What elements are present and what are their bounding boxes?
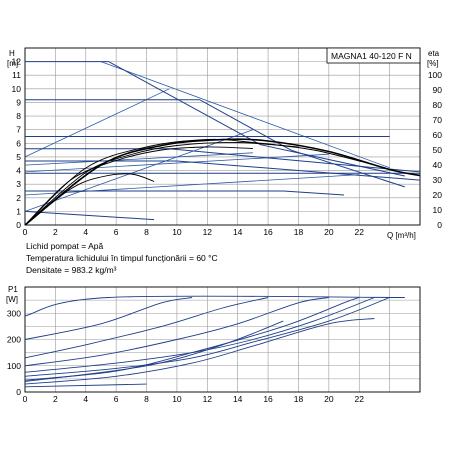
p1-tick-label: 100 xyxy=(7,361,21,371)
eta-tick-label: 30 xyxy=(433,175,443,185)
eta-tick-label: 70 xyxy=(433,115,443,125)
power-panel-curves xyxy=(24,295,405,388)
h-tick-label: 9 xyxy=(16,97,21,107)
fluid-info-line-3: Densitate = 983.2 kg/m³ xyxy=(26,265,117,275)
system-curve xyxy=(24,152,253,166)
q-tick-label-power: 4 xyxy=(83,394,88,404)
q-tick-label-power: 8 xyxy=(144,394,149,404)
h-tick-label: 2 xyxy=(16,193,21,203)
h-tick-label: 12 xyxy=(12,57,22,67)
head-panel-curves xyxy=(24,61,421,226)
q-tick-label: 22 xyxy=(354,227,364,237)
q-tick-label-power: 18 xyxy=(294,394,304,404)
eta-tick-label: 10 xyxy=(433,205,443,215)
h-tick-label: 7 xyxy=(16,125,21,135)
head-curve xyxy=(25,61,405,177)
q-tick-label-power: 12 xyxy=(203,394,213,404)
eta-tick-label: 40 xyxy=(433,160,443,170)
q-tick-label: 0 xyxy=(23,227,28,237)
system-curve xyxy=(24,129,254,212)
q-tick-label-power: 16 xyxy=(263,394,273,404)
fluid-info: Lichid pompat = Apă Temperatura lichidul… xyxy=(26,241,218,275)
eta-tick-label: 20 xyxy=(433,190,443,200)
q-tick-label: 20 xyxy=(324,227,334,237)
eta-tick-label: 50 xyxy=(433,145,443,155)
h-tick-label: 4 xyxy=(16,166,21,176)
p1-tick-label: 200 xyxy=(7,335,21,345)
p1-axis-unit: [W] xyxy=(6,295,18,304)
h-tick-label: 10 xyxy=(12,84,22,94)
power-panel-tick-labels: 0 100 200 300 0 2 4 6 8 10 12 14 16 18 20 22 xyxy=(7,308,364,404)
q-axis-label: Q [m³/h] xyxy=(387,231,416,240)
efficiency-curve xyxy=(24,173,155,226)
system-curve xyxy=(24,153,329,173)
eta-axis-unit: [%] xyxy=(427,59,439,68)
q-tick-label-power: 10 xyxy=(172,394,182,404)
power-curve xyxy=(24,297,375,373)
p1-axis-label: P1 xyxy=(8,285,18,294)
q-tick-label: 16 xyxy=(263,227,273,237)
q-tick-label-power: 0 xyxy=(23,394,28,404)
eta-tick-label: 90 xyxy=(433,85,443,95)
efficiency-curve xyxy=(24,138,375,226)
h-tick-label: 6 xyxy=(16,138,21,148)
h-axis-label: H xyxy=(9,49,15,58)
q-tick-label: 6 xyxy=(114,227,119,237)
power-curve xyxy=(24,297,269,359)
q-tick-label: 2 xyxy=(53,227,58,237)
h-tick-label: 11 xyxy=(12,70,21,80)
system-curve xyxy=(24,174,360,196)
fluid-info-line-2: Temperatura lichidului în timpul funcţio… xyxy=(26,253,218,263)
power-curve xyxy=(24,318,375,385)
system-curve xyxy=(100,61,390,169)
eta-tick-label: 100 xyxy=(428,70,442,80)
h-tick-label: 5 xyxy=(16,152,21,162)
product-label: MAGNA1 40-120 F N xyxy=(331,51,412,61)
eta-axis-label: eta xyxy=(428,49,440,58)
eta-tick-label: 60 xyxy=(433,130,443,140)
h-axis-unit: [m] xyxy=(7,59,18,68)
q-tick-label: 10 xyxy=(172,227,182,237)
q-tick-label: 14 xyxy=(233,227,243,237)
head-curve xyxy=(25,190,345,196)
eta-tick-label: 80 xyxy=(433,100,443,110)
q-tick-label-power: 22 xyxy=(354,394,364,404)
h-tick-label: 3 xyxy=(16,179,21,189)
power-curve xyxy=(24,295,405,317)
efficiency-curve xyxy=(24,142,299,226)
power-panel: 0 100 200 300 0 2 4 6 8 10 12 14 16 18 20 22 P1 [W] xyxy=(6,285,421,404)
h-tick-label: 1 xyxy=(16,206,21,216)
p1-tick-label: 0 xyxy=(16,387,21,397)
q-tick-label-power: 14 xyxy=(233,394,243,404)
q-tick-label-power: 20 xyxy=(324,394,334,404)
power-curve xyxy=(24,297,390,377)
product-label-box xyxy=(326,47,421,64)
efficiency-curve xyxy=(24,146,253,226)
fluid-info-line-1: Lichid pompat = Apă xyxy=(26,241,104,251)
head-curve xyxy=(24,210,155,221)
p1-tick-label: 300 xyxy=(7,308,21,318)
eta-tick-label: 0 xyxy=(437,220,442,230)
q-tick-label-power: 2 xyxy=(53,394,58,404)
q-tick-label-power: 6 xyxy=(114,394,119,404)
h-tick-label: 8 xyxy=(16,111,21,121)
q-tick-label: 18 xyxy=(294,227,304,237)
q-tick-label: 8 xyxy=(144,227,149,237)
q-tick-label: 4 xyxy=(83,227,88,237)
q-tick-label: 12 xyxy=(203,227,213,237)
power-curve xyxy=(24,383,147,388)
head-curve xyxy=(25,99,405,188)
h-tick-label: 0 xyxy=(16,220,21,230)
power-curve xyxy=(24,297,193,340)
power-curve xyxy=(24,320,284,382)
power-curve xyxy=(24,297,329,367)
